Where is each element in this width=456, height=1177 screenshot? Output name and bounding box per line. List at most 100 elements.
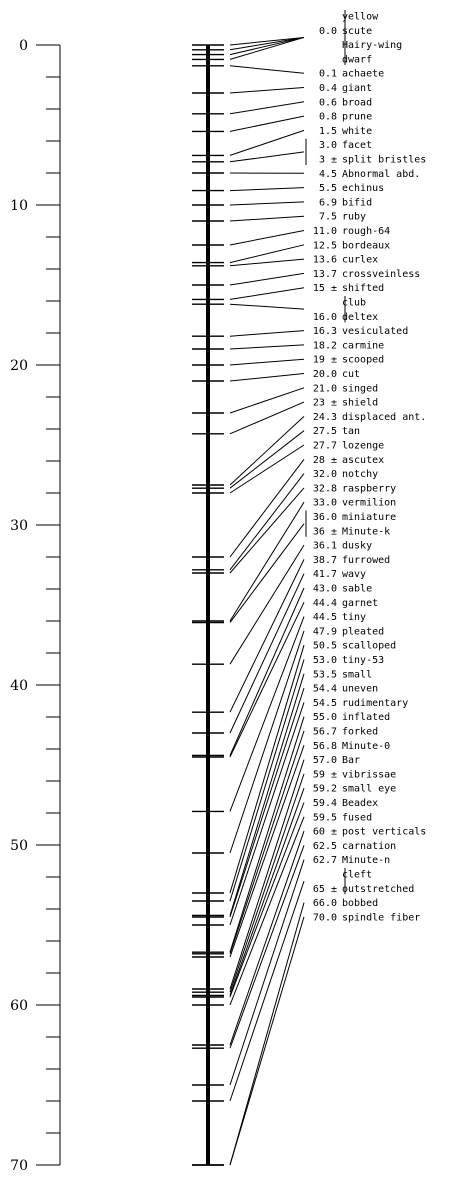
connector-line bbox=[229, 880, 305, 1102]
locus-group: 32.8 raspberry bbox=[313, 483, 396, 494]
locus-position: 16.3 bbox=[313, 326, 337, 337]
connector-line bbox=[229, 487, 305, 574]
connector-line bbox=[229, 303, 305, 310]
locus-group: 28 ± ascutex bbox=[313, 455, 384, 466]
locus-name: bifid bbox=[342, 197, 372, 208]
locus-position: 57.0 bbox=[313, 755, 337, 766]
connector-line bbox=[229, 36, 305, 51]
locus-group: 6.9 bifid bbox=[319, 197, 372, 208]
locus-name: yellow bbox=[342, 12, 379, 23]
connector-line bbox=[229, 902, 305, 1166]
locus-position: 50.5 bbox=[313, 641, 337, 652]
locus-position: 0.6 bbox=[319, 97, 337, 108]
connector-line bbox=[229, 36, 305, 46]
locus-group: 24.3 displaced ant. bbox=[313, 412, 426, 423]
locus-group: 50.5 scalloped bbox=[313, 641, 396, 652]
locus-position: 38.7 bbox=[313, 555, 337, 566]
locus-position: 55.0 bbox=[313, 712, 337, 723]
locus-group: 3.0 facet 3 ± split bristles bbox=[305, 138, 426, 166]
connector-line bbox=[229, 430, 305, 489]
locus-group: 13.6 curlex bbox=[313, 255, 378, 266]
locus-group: 47.9 pleated bbox=[313, 626, 384, 637]
connector-line bbox=[229, 344, 305, 350]
connector-line bbox=[229, 573, 305, 734]
locus-position: 36 ± bbox=[313, 526, 337, 537]
locus-group: 0.8 prune bbox=[319, 112, 372, 123]
locus-name: crossveinless bbox=[342, 269, 420, 280]
locus-name: shifted bbox=[342, 283, 384, 294]
connector-line bbox=[229, 630, 305, 854]
scale-label: 50 bbox=[10, 838, 28, 854]
locus-position: 62.7 bbox=[313, 855, 337, 866]
locus-name: bobbed bbox=[342, 898, 378, 909]
locus-name: ascutex bbox=[342, 455, 384, 466]
locus-name: rudimentary bbox=[342, 698, 408, 709]
scale-label: 40 bbox=[10, 678, 28, 694]
connector-line bbox=[229, 702, 305, 926]
locus-position: 4.5 bbox=[319, 169, 337, 180]
locus-group: 57.0 Bar bbox=[313, 755, 360, 766]
locus-group: 32.0 notchy bbox=[313, 469, 378, 480]
connector-line bbox=[229, 387, 305, 414]
locus-name: spindle fiber bbox=[342, 912, 420, 923]
locus-group: 55.0 inflated bbox=[313, 712, 390, 723]
locus-name: split bristles bbox=[342, 155, 426, 166]
locus-position: 7.5 bbox=[319, 212, 337, 223]
locus-name: scalloped bbox=[342, 641, 396, 652]
locus-name: lozenge bbox=[342, 441, 384, 452]
scale-label: 20 bbox=[10, 358, 28, 374]
connector-line bbox=[229, 358, 305, 366]
locus-name: inflated bbox=[342, 712, 390, 723]
locus-group: 13.7 crossveinless bbox=[313, 269, 420, 280]
locus-position: 41.7 bbox=[313, 569, 337, 580]
connector-line bbox=[229, 916, 305, 1166]
locus-position: 66.0 bbox=[313, 898, 337, 909]
locus-name: bordeaux bbox=[342, 240, 390, 251]
locus-name: curlex bbox=[342, 255, 378, 266]
locus-name: singed bbox=[342, 383, 378, 394]
locus-position: 0.1 bbox=[319, 69, 337, 80]
locus-position: 59 ± bbox=[313, 769, 337, 780]
locus-name: vesiculated bbox=[342, 326, 408, 337]
locus-position: 56.7 bbox=[313, 727, 337, 738]
locus-position: 6.9 bbox=[319, 197, 337, 208]
locus-position: 20.0 bbox=[313, 369, 337, 380]
locus-position: 59.5 bbox=[313, 812, 337, 823]
connector-line bbox=[229, 845, 305, 1049]
connector-line bbox=[229, 602, 305, 758]
locus-position: 13.6 bbox=[313, 255, 337, 266]
locus-group: 19 ± scooped bbox=[313, 355, 384, 366]
locus-name: dwarf bbox=[342, 54, 372, 65]
locus-name: Beadex bbox=[342, 798, 378, 809]
locus-position: 3.0 bbox=[319, 140, 337, 151]
connector-line bbox=[229, 473, 305, 571]
locus-name: tiny-53 bbox=[342, 655, 384, 666]
locus-group: 41.7 wavy bbox=[313, 569, 366, 580]
connector-line bbox=[229, 129, 305, 156]
locus-group: 70.0 spindle fiber bbox=[313, 912, 420, 923]
connector-line bbox=[229, 258, 305, 267]
locus-group: club 16.0 deltex bbox=[313, 296, 378, 323]
locus-name: pleated bbox=[342, 626, 384, 637]
locus-position: 0.0 bbox=[319, 26, 337, 37]
locus-name: tan bbox=[342, 426, 360, 437]
connector-line bbox=[229, 523, 305, 623]
locus-name: cleft bbox=[342, 870, 372, 881]
locus-name: echinus bbox=[342, 183, 384, 194]
connector-line bbox=[229, 36, 305, 56]
connector-line bbox=[229, 587, 305, 756]
locus-name: notchy bbox=[342, 469, 378, 480]
locus-name: tiny bbox=[342, 612, 366, 623]
locus-name: cut bbox=[342, 369, 360, 380]
locus-position: 53.5 bbox=[313, 669, 337, 680]
locus-group: 60 ± post verticals bbox=[313, 827, 426, 838]
connector-line bbox=[229, 201, 305, 206]
locus-group: 59.5 fused bbox=[313, 812, 372, 823]
locus-group: 12.5 bordeaux bbox=[313, 240, 390, 251]
locus-group: 0.1 achaete bbox=[319, 69, 384, 80]
locus-group: 21.0 singed bbox=[313, 383, 378, 394]
locus-group: 54.4 uneven bbox=[313, 684, 378, 695]
scale-label: 10 bbox=[10, 198, 28, 214]
